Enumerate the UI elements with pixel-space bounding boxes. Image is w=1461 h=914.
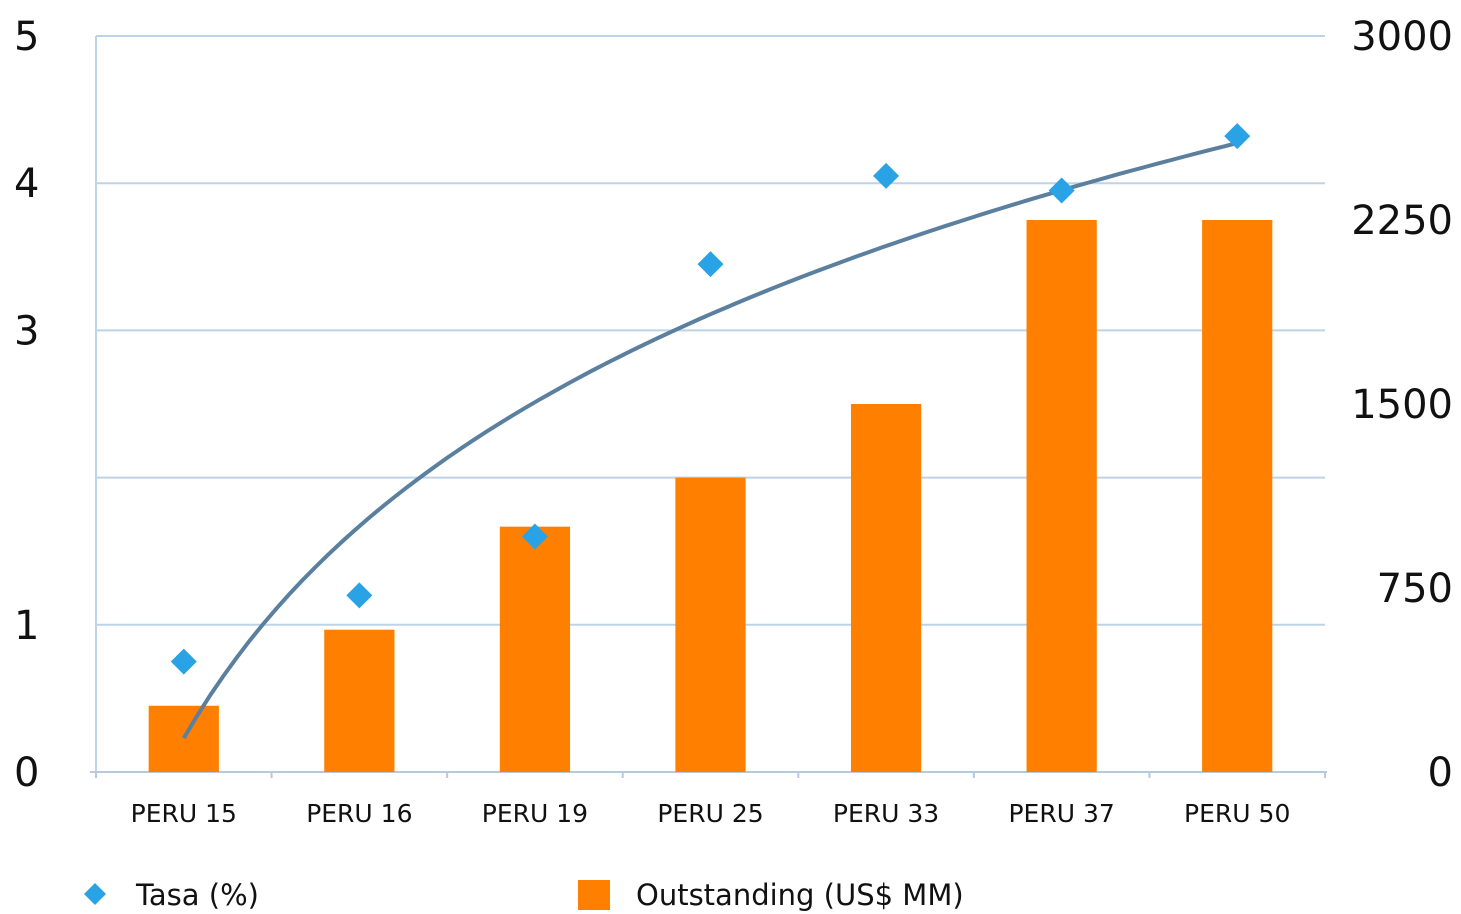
legend-label-outstanding: Outstanding (US$ MM) <box>636 878 964 912</box>
bar-peru-37 <box>1027 220 1097 772</box>
bar-peru-19 <box>500 527 570 772</box>
y-left-tick-label: 0 <box>14 750 39 796</box>
point-peru-16 <box>346 582 372 608</box>
legend-marker-tasa <box>84 883 106 905</box>
y-right-tick-label: 750 <box>1377 566 1453 612</box>
category-label: PERU 19 <box>482 799 588 828</box>
point-peru-25 <box>698 251 724 277</box>
y-right-tick-label: 3000 <box>1351 14 1453 60</box>
category-label: PERU 15 <box>131 799 237 828</box>
y-left-tick-label: 1 <box>14 603 39 649</box>
bar-peru-16 <box>324 630 394 772</box>
bar-peru-15 <box>149 706 219 772</box>
bar-peru-50 <box>1202 220 1272 772</box>
point-peru-37 <box>1049 178 1075 204</box>
bar-peru-25 <box>675 478 745 772</box>
category-label: PERU 16 <box>306 799 412 828</box>
point-peru-33 <box>873 163 899 189</box>
y-left-tick-label: 3 <box>14 308 39 354</box>
y-left-tick-label: 4 <box>14 161 39 207</box>
legend-label-tasa: Tasa (%) <box>135 878 259 912</box>
legend-marker-outstanding <box>578 880 610 910</box>
category-label: PERU 37 <box>1008 799 1114 828</box>
point-peru-15 <box>171 649 197 675</box>
y-left-tick-label: 5 <box>14 14 39 60</box>
category-label: PERU 50 <box>1184 799 1290 828</box>
category-label: PERU 25 <box>657 799 763 828</box>
category-labels: PERU 15 PERU 16 PERU 19 PERU 25 PERU 33 PERU … <box>131 799 1291 828</box>
bar-series-outstanding <box>149 220 1273 772</box>
y-right-tick-label: 0 <box>1428 750 1453 796</box>
bar-peru-33 <box>851 404 921 772</box>
category-label: PERU 33 <box>833 799 939 828</box>
y-right-tick-label: 1500 <box>1351 382 1453 428</box>
legend: Tasa (%) Outstanding (US$ MM) <box>84 878 964 912</box>
y-right-tick-label: 2250 <box>1351 198 1453 244</box>
